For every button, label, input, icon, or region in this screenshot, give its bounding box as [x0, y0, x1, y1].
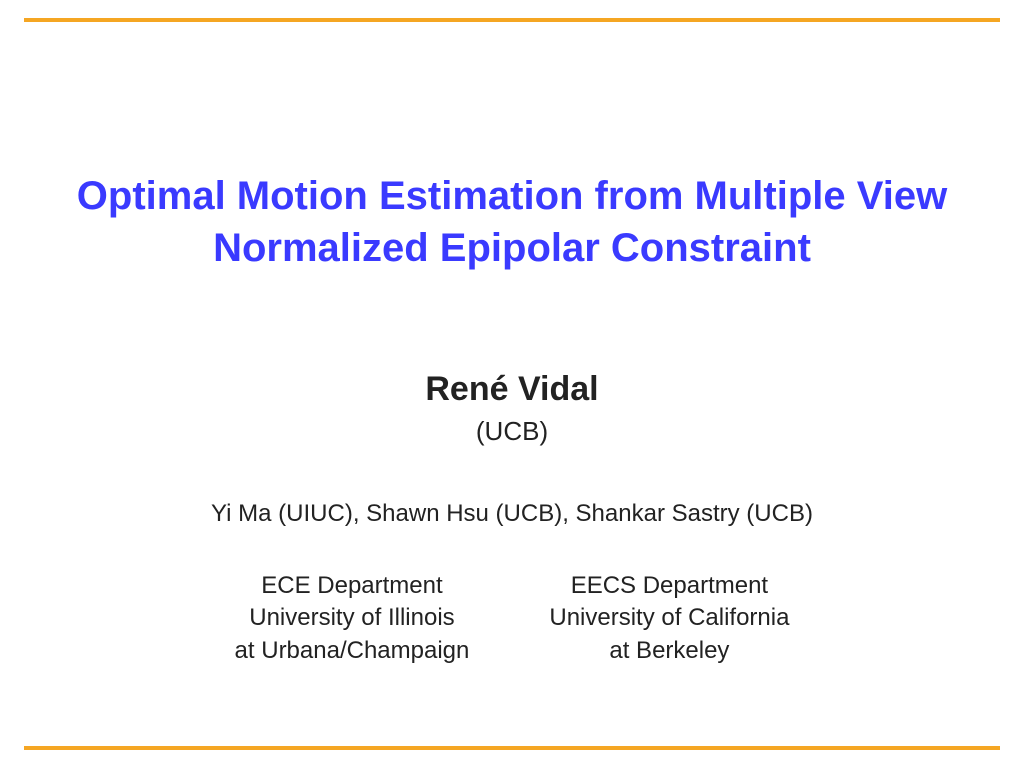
bottom-divider: [24, 746, 1000, 750]
slide-content: Optimal Motion Estimation from Multiple …: [0, 0, 1024, 768]
affiliation-block-left: ECE Department University of Illinois at…: [235, 570, 470, 667]
affiliation-dept: ECE Department: [235, 570, 470, 602]
affiliations-row: ECE Department University of Illinois at…: [0, 570, 1024, 667]
affiliation-dept: EECS Department: [549, 570, 789, 602]
coauthors-line: Yi Ma (UIUC), Shawn Hsu (UCB), Shankar S…: [0, 500, 1024, 528]
affiliation-univ: University of California: [549, 602, 789, 634]
presenter-name: René Vidal: [0, 370, 1024, 409]
affiliation-loc: at Berkeley: [549, 635, 789, 667]
affiliation-block-right: EECS Department University of California…: [549, 570, 789, 667]
slide-title: Optimal Motion Estimation from Multiple …: [0, 170, 1024, 274]
affiliation-loc: at Urbana/Champaign: [235, 635, 470, 667]
presenter-affiliation: (UCB): [0, 416, 1024, 447]
affiliation-univ: University of Illinois: [235, 602, 470, 634]
